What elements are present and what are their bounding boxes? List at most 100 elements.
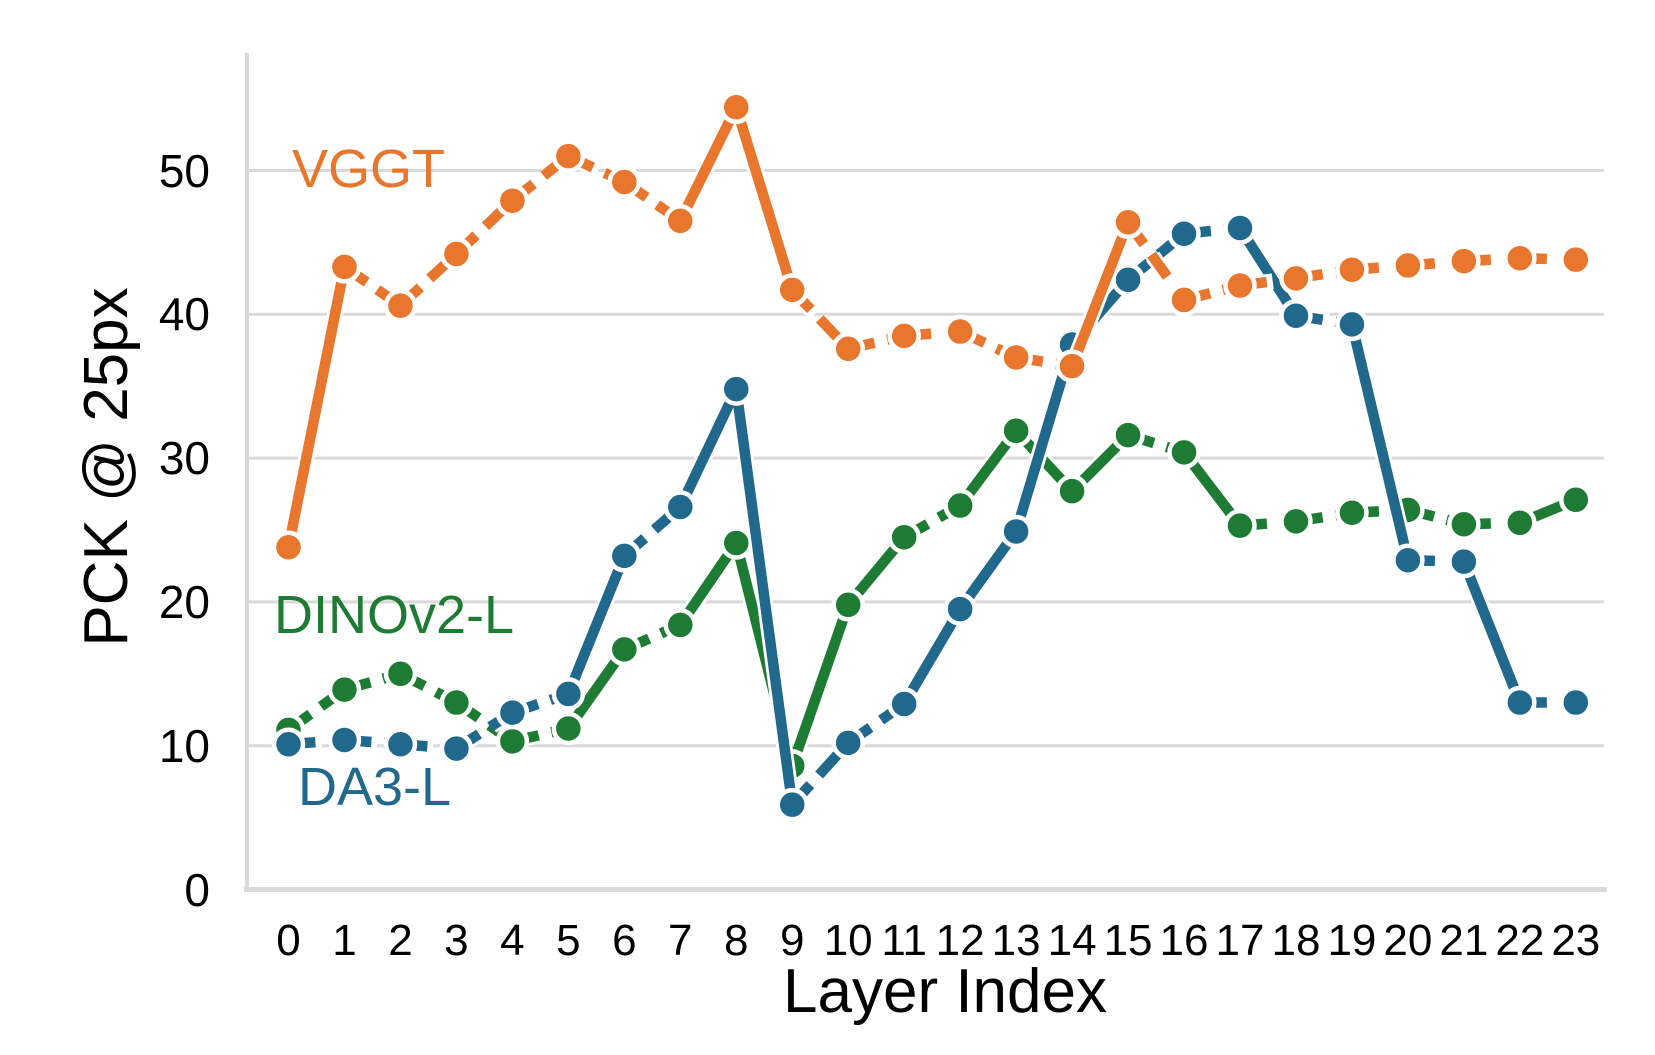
vggt-marker-layer-17	[1223, 268, 1257, 303]
x-tick-label-15: 15	[1103, 916, 1153, 965]
da3-l-marker-layer-2	[383, 727, 418, 762]
y-tick-label-10: 10	[158, 719, 210, 772]
x-tick-label-16: 16	[1159, 916, 1209, 965]
da3-l-marker-layer-11	[887, 687, 921, 721]
x-tick-label-0: 0	[276, 916, 301, 965]
vggt-marker-layer-2	[383, 288, 418, 323]
dinov2-l-marker-layer-10	[831, 588, 865, 622]
vggt-marker-layer-3	[439, 237, 474, 271]
x-tick-label-3: 3	[444, 916, 469, 965]
x-tick-label-17: 17	[1215, 916, 1265, 965]
vggt-marker-layer-4	[495, 183, 530, 218]
x-tick-label-12: 12	[935, 916, 985, 965]
vggt-marker-layer-12	[943, 314, 977, 349]
vggt-marker-layer-23	[1559, 242, 1593, 277]
da3-l-marker-layer-18	[1279, 298, 1313, 333]
da3-l-line-segment	[563, 553, 630, 696]
y-tick-label-40: 40	[158, 288, 210, 341]
dinov2-l-marker-layer-15	[1111, 418, 1145, 452]
vggt-marker-layer-16	[1167, 283, 1201, 317]
y-tick-label-0: 0	[184, 863, 210, 916]
dinov2-l-marker-layer-6	[607, 632, 642, 667]
da3-l-line-segment	[731, 388, 798, 806]
vggt-marker-layer-5	[551, 139, 586, 173]
vggt-marker-layer-19	[1335, 252, 1369, 287]
da3-l-line-segment	[1346, 323, 1414, 562]
dinov2-l-marker-layer-8	[719, 526, 754, 560]
x-tick-label-19: 19	[1327, 916, 1377, 965]
x-tick-label-2: 2	[388, 916, 413, 965]
da3-l-marker-layer-19	[1335, 307, 1369, 342]
dinov2-l-marker-layer-11	[887, 520, 921, 554]
y-axis-title: PCK @ 25px	[72, 287, 141, 647]
x-tick-label-22: 22	[1495, 916, 1545, 965]
da3-l-line-segment	[1458, 559, 1525, 705]
dinov2-l-marker-layer-4	[495, 724, 530, 759]
y-tick-label-50: 50	[158, 144, 210, 197]
da3-l-marker-layer-1	[327, 723, 362, 757]
series-label-da3-l: DA3-L	[298, 757, 452, 817]
x-tick-label-14: 14	[1047, 916, 1097, 965]
da3-l-line-segment	[899, 606, 965, 707]
da3-l-marker-layer-7	[663, 490, 698, 524]
x-tick-label-18: 18	[1271, 916, 1321, 965]
da3-l-marker-layer-0	[271, 727, 306, 762]
x-axis-title: Layer Index	[783, 957, 1107, 1026]
dinov2-l-marker-layer-1	[327, 672, 362, 707]
da3-l-marker-layer-8	[719, 372, 754, 406]
dinov2-l-line-segment	[787, 603, 854, 768]
vggt-marker-layer-21	[1447, 244, 1481, 278]
vggt-marker-layer-6	[607, 165, 642, 199]
da3-l-marker-layer-21	[1447, 544, 1481, 579]
dinov2-l-marker-layer-5	[551, 711, 586, 746]
x-tick-label-10: 10	[823, 916, 873, 965]
da3-l-marker-layer-3	[439, 731, 474, 766]
da3-l-marker-layer-23	[1559, 685, 1593, 720]
x-tick-label-5: 5	[556, 916, 581, 965]
dinov2-l-marker-layer-12	[943, 488, 977, 523]
da3-l-marker-layer-6	[607, 539, 642, 573]
vggt-marker-layer-7	[663, 204, 698, 238]
y-tick-label-30: 30	[158, 432, 210, 485]
dinov2-l-marker-layer-14	[1055, 474, 1089, 508]
dinov2-l-marker-layer-16	[1167, 435, 1201, 470]
da3-l-marker-layer-22	[1503, 685, 1537, 720]
x-tick-label-6: 6	[612, 916, 637, 965]
da3-l-line-segment	[675, 386, 742, 510]
vggt-marker-layer-13	[999, 340, 1033, 375]
vggt-marker-layer-18	[1279, 261, 1313, 296]
x-tick-label-11: 11	[881, 916, 927, 965]
vggt-marker-layer-10	[831, 332, 865, 366]
vggt-marker-layer-22	[1503, 241, 1537, 275]
series-label-dinov2-l: DINOv2-L	[274, 585, 515, 645]
x-tick-label-23: 23	[1551, 916, 1601, 965]
dinov2-l-marker-layer-18	[1279, 504, 1313, 539]
x-tick-label-4: 4	[500, 916, 525, 965]
x-tick-label-13: 13	[991, 916, 1041, 965]
da3-l-marker-layer-5	[551, 677, 586, 711]
series-label-vggt: VGGT	[292, 139, 446, 199]
da3-l-marker-layer-13	[999, 514, 1033, 549]
da3-l-marker-layer-9	[775, 787, 809, 822]
dinov2-l-marker-layer-2	[383, 657, 418, 691]
da3-l-marker-layer-4	[495, 695, 530, 730]
vggt-line-segment	[731, 105, 798, 292]
dinov2-l-marker-layer-21	[1447, 507, 1481, 541]
vggt-marker-layer-14	[1055, 349, 1089, 383]
dinov2-l-marker-layer-17	[1223, 508, 1257, 543]
x-tick-label-1: 1	[332, 916, 357, 965]
vggt-line-segment	[1067, 220, 1133, 368]
dinov2-l-marker-layer-23	[1559, 483, 1593, 517]
dinov2-l-marker-layer-7	[663, 608, 698, 642]
da3-l-line-segment	[1235, 225, 1301, 319]
x-tick-label-7: 7	[668, 916, 693, 965]
vggt-line-segment	[283, 265, 350, 549]
y-tick-label-20: 20	[158, 575, 210, 628]
x-tick-label-20: 20	[1383, 916, 1433, 965]
dinov2-l-marker-layer-3	[439, 685, 474, 720]
dinov2-l-marker-layer-19	[1335, 495, 1369, 530]
vggt-marker-layer-11	[887, 319, 921, 353]
dinov2-l-marker-layer-13	[999, 414, 1033, 448]
